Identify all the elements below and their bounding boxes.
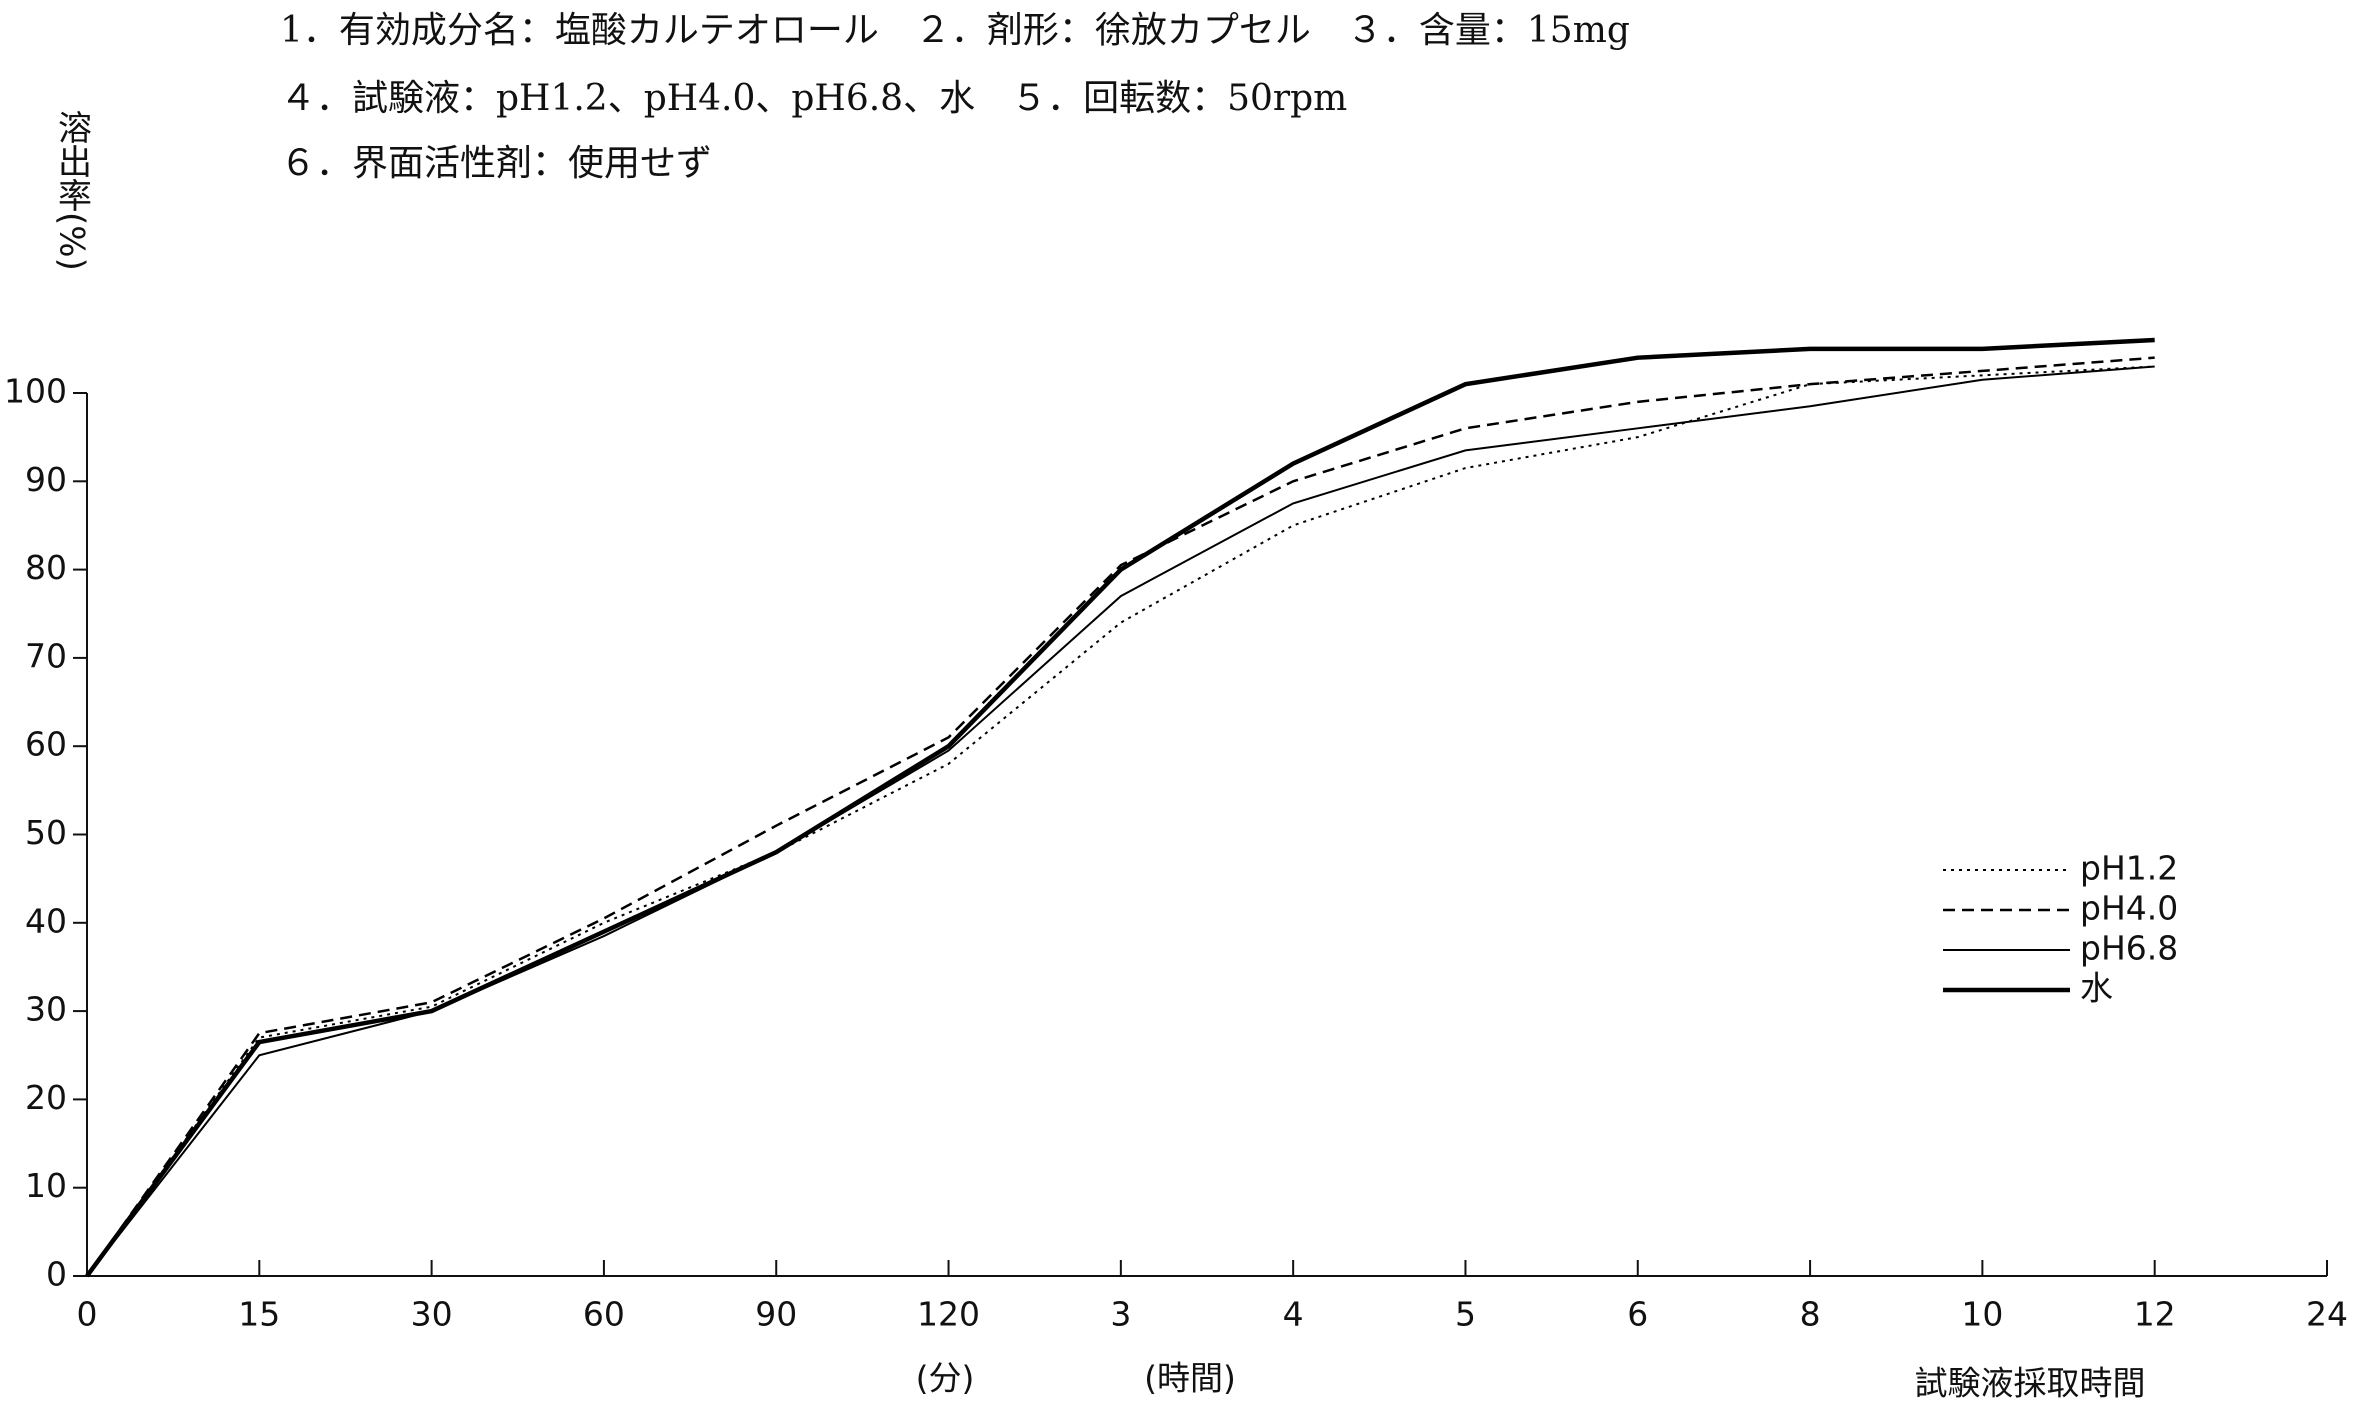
x-tick-label: 24: [2306, 1295, 2348, 1334]
x-tick-label: 10: [1961, 1295, 2003, 1334]
legend-label: pH6.8: [2080, 929, 2178, 968]
unit-label: (時間): [1144, 1359, 1236, 1398]
x-tick-label: 0: [77, 1295, 98, 1334]
x-tick-label: 60: [583, 1295, 625, 1334]
y-tick-label: 70: [25, 636, 67, 675]
y-tick-label: 40: [25, 901, 67, 940]
series-line: [86, 365, 2155, 1277]
x-tick-label: 12: [2134, 1295, 2176, 1334]
series-line: [85, 356, 2155, 1277]
y-tick-label: 90: [25, 460, 67, 499]
x-tick-label: 90: [755, 1295, 797, 1334]
legend-label: 水: [2080, 969, 2113, 1008]
header-line: 1．有効成分名：塩酸カルテオロール ２．剤形：徐放カプセル ３．含量：15mg: [280, 10, 1630, 51]
x-tick-label: 4: [1283, 1295, 1304, 1334]
legend-label: pH1.2: [2080, 849, 2178, 888]
y-tick-label: 10: [25, 1166, 67, 1205]
x-tick-label: 3: [1110, 1295, 1131, 1334]
y-tick-label: 100: [4, 372, 67, 411]
header-line: ６．界面活性剤：使用せず: [280, 143, 712, 184]
x-tick-label: 8: [1800, 1295, 1821, 1334]
y-tick-label: 60: [25, 725, 67, 764]
y-tick-label: 0: [46, 1255, 67, 1294]
y-axis-label: 溶出率(%): [52, 110, 92, 271]
series-line: [85, 337, 2155, 1278]
x-tick-label: 120: [917, 1295, 980, 1334]
header-line: ４．試験液：pH1.2、pH4.0、pH6.8、水 ５．回転数：50rpm: [280, 78, 1347, 119]
series-line: [86, 365, 2155, 1277]
x-tick-label: 5: [1455, 1295, 1476, 1334]
x-tick-label: 30: [411, 1295, 453, 1334]
x-tick-label: 15: [238, 1295, 280, 1334]
y-tick-label: 80: [25, 548, 67, 587]
y-tick-label: 20: [25, 1078, 67, 1117]
legend-label: pH4.0: [2080, 889, 2178, 928]
y-tick-label: 50: [25, 813, 67, 852]
x-tick-label: 6: [1627, 1295, 1648, 1334]
y-tick-label: 30: [25, 990, 67, 1029]
x-axis-label: 試験液採取時間: [1915, 1364, 2146, 1403]
unit-label: (分): [916, 1359, 975, 1398]
